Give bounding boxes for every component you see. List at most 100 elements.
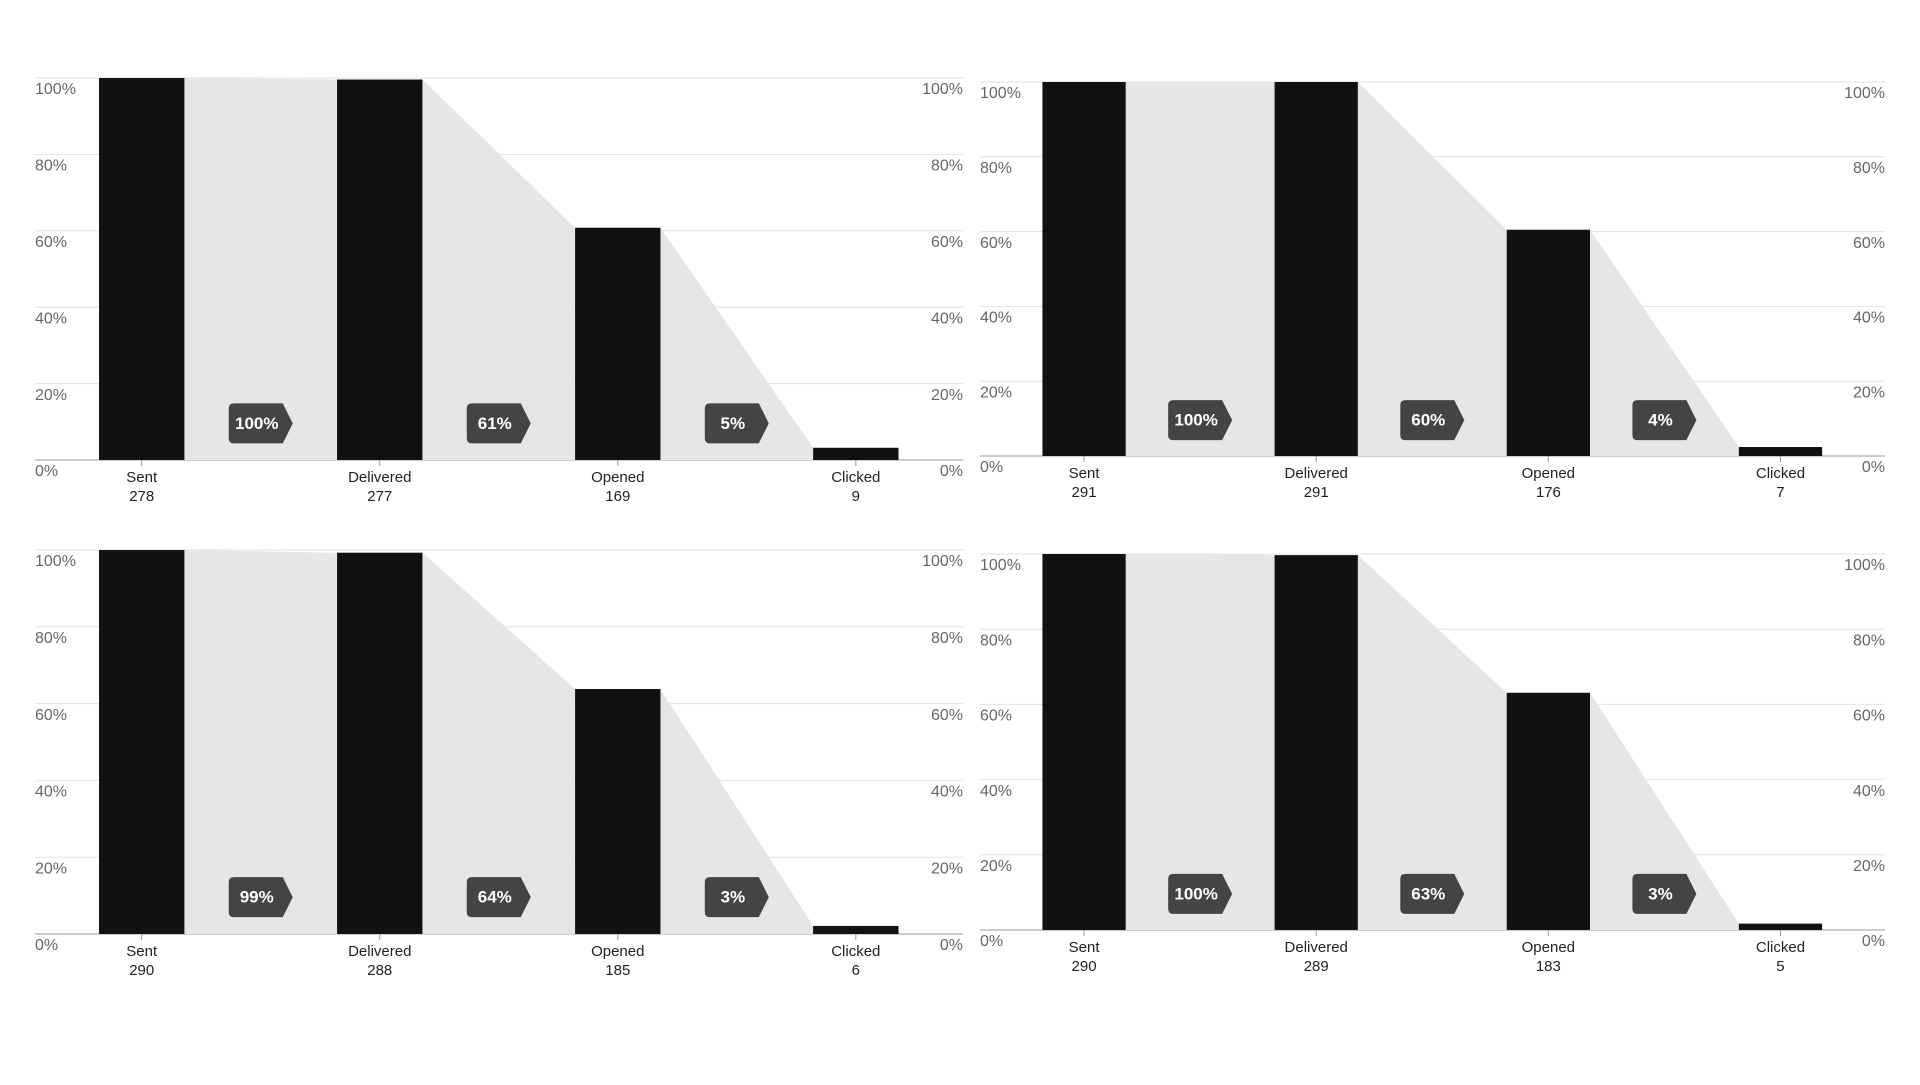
x-tick-label: Clicked: [831, 469, 880, 486]
y-tick-label: 40%: [980, 310, 1012, 327]
y2-tick-label: 20%: [931, 387, 963, 404]
bar: [1506, 692, 1590, 930]
x-tick-label: Sent: [1069, 939, 1101, 956]
count-label: 176: [1536, 484, 1561, 501]
y2-tick-label: 100%: [1844, 557, 1885, 574]
y2-tick-label: 0%: [1862, 459, 1885, 476]
y-tick-label: 60%: [35, 234, 67, 251]
conversion-badge: [1168, 873, 1233, 914]
count-label: 6: [852, 962, 860, 979]
y-tick-label: 100%: [35, 81, 76, 98]
bar: [1738, 923, 1823, 930]
funnel-area: [660, 227, 814, 460]
bar: [337, 79, 423, 460]
count-label: 278: [129, 488, 154, 505]
x-tick-label: Sent: [126, 469, 158, 486]
bar: [1274, 555, 1358, 930]
bar: [337, 552, 423, 934]
y-tick-label: 60%: [35, 707, 67, 724]
conversion-label: 61%: [478, 414, 512, 433]
conversion-label: 99%: [240, 888, 274, 907]
y2-tick-label: 40%: [931, 310, 963, 327]
conversion-badge: [1632, 400, 1697, 441]
count-label: 290: [129, 962, 154, 979]
y-tick-label: 40%: [35, 784, 67, 801]
count-label: 185: [605, 962, 630, 979]
count-label: 288: [367, 962, 392, 979]
y-tick-label: 20%: [35, 860, 67, 877]
bar: [1042, 82, 1126, 456]
y2-tick-label: 60%: [931, 234, 963, 251]
funnel-area: [1125, 82, 1275, 456]
y2-tick-label: 0%: [1862, 933, 1885, 950]
x-tick-label: Clicked: [1756, 465, 1805, 482]
conversion-label: 100%: [1174, 411, 1217, 430]
x-tick-label: Sent: [126, 943, 158, 960]
y2-tick-label: 100%: [922, 81, 963, 98]
y2-tick-label: 40%: [1853, 783, 1885, 800]
y-tick-label: 40%: [980, 783, 1012, 800]
funnel-area: [184, 78, 338, 460]
y-tick-label: 60%: [980, 235, 1012, 252]
conversion-badge: [1400, 400, 1465, 441]
count-label: 7: [1776, 484, 1784, 501]
x-tick-label: Sent: [1069, 465, 1101, 482]
y-tick-label: 40%: [35, 310, 67, 327]
x-tick-label: Delivered: [1285, 939, 1348, 956]
conversion-badge: [704, 403, 769, 444]
funnel-area: [184, 550, 338, 934]
conversion-badge: [1400, 873, 1465, 914]
conversion-badge: [466, 403, 531, 444]
y2-tick-label: 40%: [931, 784, 963, 801]
count-label: 291: [1072, 484, 1097, 501]
conversion-badge: [228, 403, 293, 444]
funnel-area: [1357, 555, 1507, 930]
y2-tick-label: 60%: [1853, 708, 1885, 725]
count-label: 290: [1072, 958, 1097, 975]
conversion-label: 4%: [1648, 411, 1673, 430]
conversion-badge: [1632, 873, 1697, 914]
y-tick-label: 80%: [980, 160, 1012, 177]
y-tick-label: 0%: [35, 937, 58, 954]
bar: [1042, 554, 1126, 930]
count-label: 291: [1304, 484, 1329, 501]
conversion-label: 60%: [1411, 411, 1445, 430]
x-tick-label: Delivered: [1285, 465, 1348, 482]
funnel-area: [1125, 554, 1275, 930]
y-tick-label: 100%: [980, 557, 1021, 574]
conversion-label: 100%: [1174, 884, 1217, 903]
funnel-area: [422, 552, 576, 934]
conversion-badge: [1168, 400, 1233, 441]
conversion-badge: [704, 877, 769, 918]
conversion-label: 3%: [721, 888, 746, 907]
y2-tick-label: 60%: [931, 707, 963, 724]
y-tick-label: 20%: [980, 858, 1012, 875]
y2-tick-label: 40%: [1853, 310, 1885, 327]
bar: [1506, 229, 1590, 456]
bar: [813, 925, 899, 934]
y-tick-label: 80%: [35, 158, 67, 175]
conversion-badge: [228, 877, 293, 918]
count-label: 183: [1536, 958, 1561, 975]
y2-tick-label: 20%: [1853, 384, 1885, 401]
x-tick-label: Opened: [591, 469, 644, 486]
y-tick-label: 0%: [35, 463, 58, 480]
y-tick-label: 0%: [980, 459, 1003, 476]
x-tick-label: Opened: [591, 943, 644, 960]
y2-tick-label: 100%: [1844, 85, 1885, 102]
bar: [575, 227, 661, 460]
y2-tick-label: 0%: [940, 937, 963, 954]
conversion-label: 64%: [478, 888, 512, 907]
y-tick-label: 100%: [35, 553, 76, 570]
conversion-label: 3%: [1648, 884, 1673, 903]
funnel-area: [422, 79, 576, 460]
conversion-label: 63%: [1411, 884, 1445, 903]
x-tick-label: Delivered: [348, 469, 411, 486]
x-tick-label: Opened: [1522, 465, 1575, 482]
y2-tick-label: 20%: [1853, 858, 1885, 875]
funnel-area: [1357, 82, 1507, 456]
y2-tick-label: 80%: [931, 158, 963, 175]
y2-tick-label: 100%: [922, 553, 963, 570]
